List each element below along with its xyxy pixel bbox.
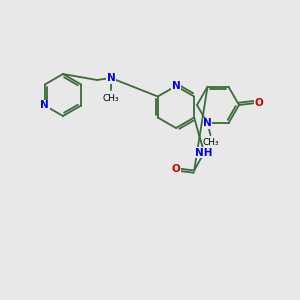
Text: NH: NH <box>195 148 213 158</box>
Text: CH₃: CH₃ <box>202 138 219 147</box>
Text: N: N <box>40 100 49 110</box>
Text: N: N <box>106 73 116 83</box>
Text: N: N <box>172 81 180 91</box>
Text: O: O <box>255 98 263 108</box>
Text: CH₃: CH₃ <box>103 94 119 103</box>
Text: N: N <box>203 118 212 128</box>
Text: O: O <box>172 164 181 173</box>
